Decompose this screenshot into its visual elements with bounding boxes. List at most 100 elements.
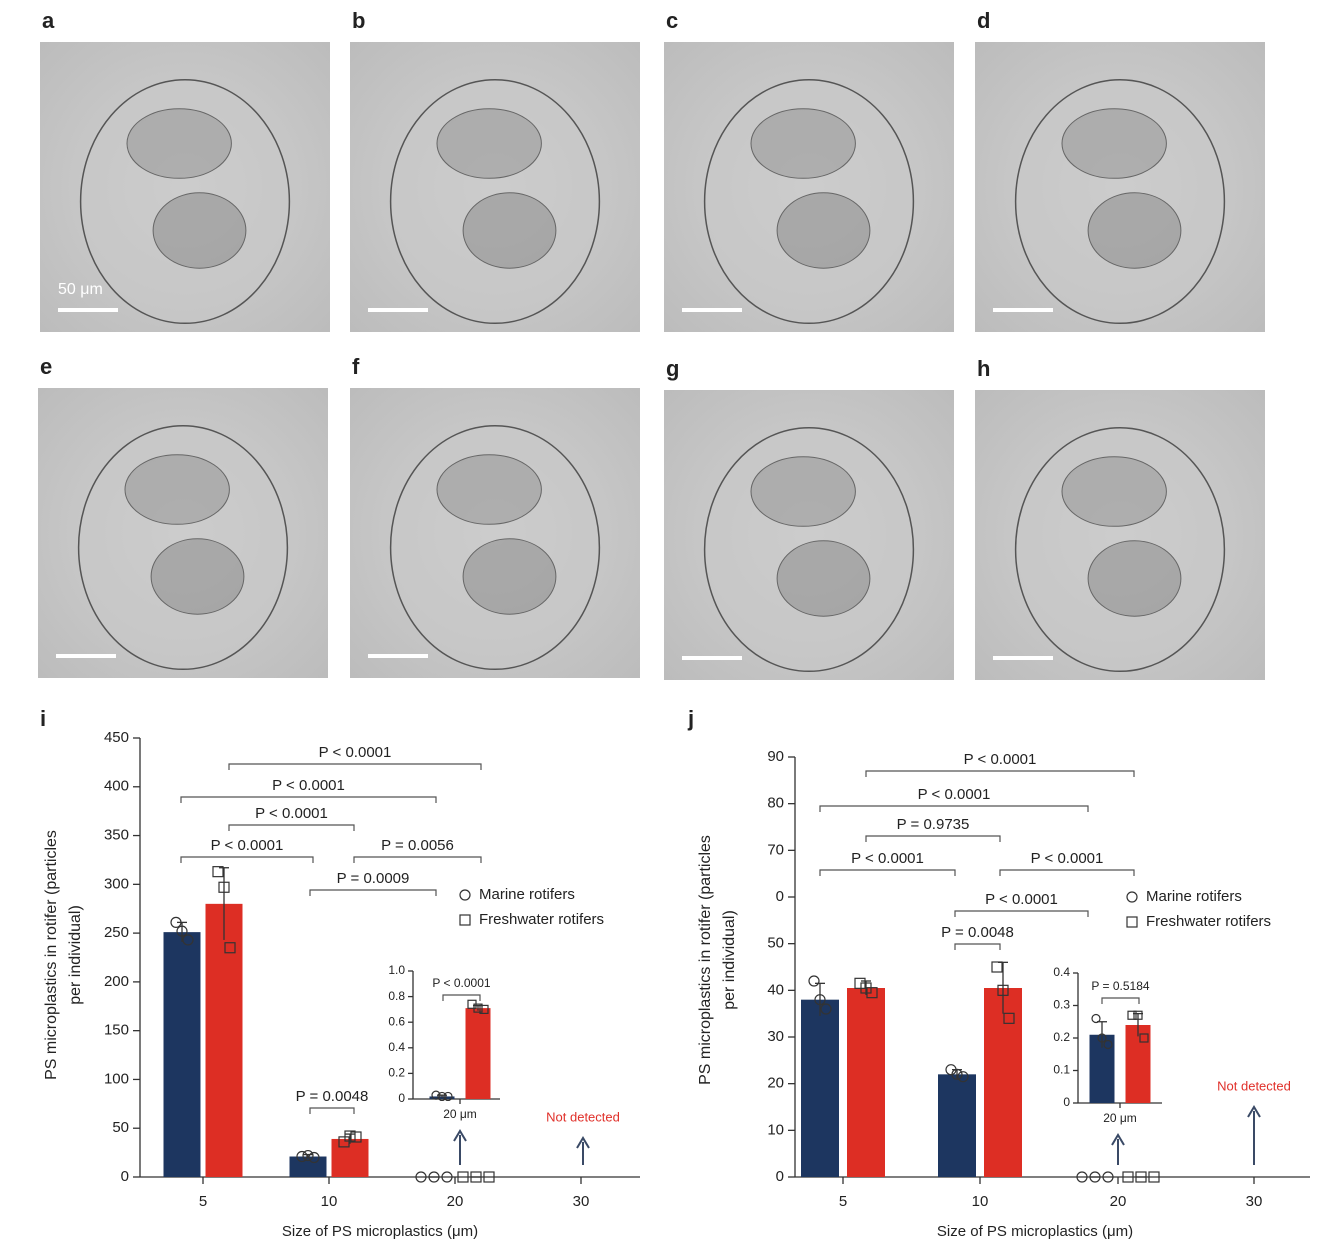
legend-label: Freshwater rotifers [1146,913,1271,930]
y-tick-label: 30 [767,1028,784,1045]
significance-bracket [309,1107,355,1114]
data-point [473,1003,483,1013]
y-axis-label: per individual) [67,905,84,1005]
data-point [296,1150,308,1163]
rotifer-body [1014,426,1226,673]
micrographs: a 50 μm b c d e f g h [38,8,1265,680]
data-point [338,1136,350,1148]
data-point [344,1130,356,1142]
p-value: P < 0.0001 [985,891,1058,908]
significance-bracket [954,943,1001,950]
significance-bracket [442,994,481,1001]
bar [938,1074,976,1177]
y-tick-label: 400 [104,778,129,795]
significance-bracket [353,856,482,863]
significance-bracket [180,856,314,863]
p-value: P = 0.0056 [381,837,454,854]
significance-bracket [1101,997,1140,1004]
significance-bracket [180,796,437,803]
data-point [1003,1012,1015,1024]
arrow-head [576,1136,590,1149]
data-point [170,916,182,928]
bar [205,903,243,1177]
legend-marker [1126,916,1138,928]
panel-letter: e [40,354,52,379]
y-tick-label: 0 [776,1168,784,1185]
panel-letter: a [42,8,55,33]
significance-bracket [865,835,1001,842]
data-point [1148,1171,1160,1183]
significance-bracket [819,869,956,876]
data-point [808,975,820,987]
bar-chart: j 0 10 20 30 40 50 0 70 80 90 5 10 20 30 Size of PS mic… [687,706,1310,1240]
inset-y-tick-label: 0.4 [1053,965,1070,979]
rotifer-organ [152,192,247,269]
y-tick-label: 100 [104,1070,129,1087]
p-value: P < 0.0001 [272,777,345,794]
legend-label: Marine rotifers [479,886,575,903]
data-point [428,1171,440,1183]
x-axis-label: Size of PS microplastics (μm) [937,1223,1133,1240]
significance-bracket [309,889,437,896]
legend-label: Marine rotifers [1146,888,1242,905]
bar [465,1008,491,1099]
legend-marker [1126,891,1138,903]
y-axis-label: PS microplastics in rotifer (particles [43,830,60,1080]
bar [984,988,1022,1177]
rotifer-organ [126,108,232,179]
x-tick-label: 30 [1246,1193,1263,1210]
data-point [820,1003,832,1015]
x-tick-label: 5 [839,1193,847,1210]
data-point [437,1091,447,1102]
p-value: P < 0.0001 [211,837,284,854]
rotifer-organ [1087,540,1182,617]
y-tick-label: 0 [776,888,784,905]
bar [1125,1025,1151,1103]
data-point [457,1171,469,1183]
p-value: P = 0.0048 [941,924,1014,941]
rotifer-organ [462,192,557,269]
rotifer-body [79,78,291,325]
arrow-head [1247,1105,1261,1118]
arrow-head [1111,1133,1125,1146]
inset-y-tick-label: 0 [1063,1095,1070,1109]
legend-label: Freshwater rotifers [479,911,604,928]
y-tick-label: 10 [767,1121,784,1138]
data-point [814,994,826,1006]
bar-chart: i 0 50 100 150 200 250 300 350 400 450 5 10 20 30 Size … [40,706,640,1240]
rotifer-organ [1087,192,1182,269]
inset-y-tick-label: 0.8 [388,989,405,1003]
data-point [441,1171,453,1183]
data-point [218,881,230,893]
x-tick-label: 30 [573,1193,590,1210]
annotation: Not detected [1217,1078,1291,1093]
data-point [951,1068,963,1080]
y-tick-label: 40 [767,981,784,998]
bar [331,1138,369,1177]
significance-bracket [865,770,1135,777]
x-tick-label: 20 [447,1193,464,1210]
y-tick-label: 250 [104,924,129,941]
data-point [308,1151,320,1164]
panel-letter: d [977,8,990,33]
x-tick-label: 10 [972,1193,989,1210]
data-point [479,1004,489,1015]
data-point [212,866,224,878]
y-tick-label: 450 [104,729,129,746]
inset-y-tick-label: 0 [398,1091,405,1105]
inset-y-tick-label: 0.1 [1053,1063,1070,1077]
p-value: P < 0.0001 [255,805,328,822]
data-point [1133,1010,1143,1020]
rotifer-organ [436,454,542,525]
p-value: P < 0.0001 [1031,850,1104,867]
scale-bar-label: 50 μm [58,281,103,298]
inset-y-tick-label: 0.2 [388,1066,405,1080]
bar [801,999,839,1177]
inset-x-tick-label: 20 μm [1103,1111,1137,1125]
y-tick-label: 350 [104,827,129,844]
rotifer-organ [462,538,557,615]
data-point [470,1171,482,1183]
p-value: P = 0.5184 [1091,979,1149,993]
y-tick-label: 80 [767,795,784,812]
data-point [1135,1171,1147,1183]
